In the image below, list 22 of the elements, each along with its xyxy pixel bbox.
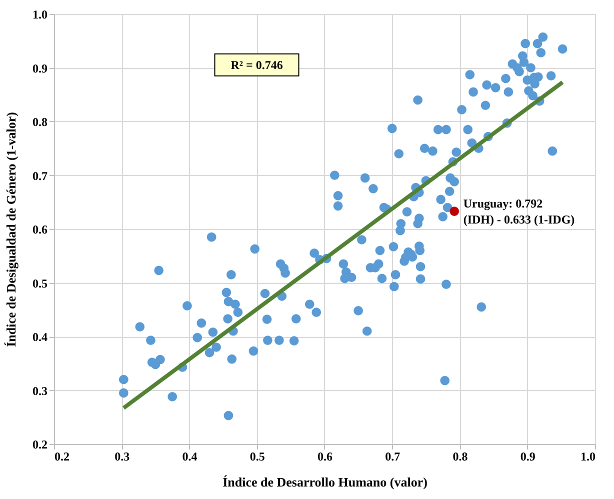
x-axis-title: Índice de Desarrollo Humano (valor) xyxy=(222,474,428,490)
y-tick-label: 0.4 xyxy=(32,330,48,344)
annotation: Uruguay: 0.792 (IDH) - 0.633 (1-IDG) xyxy=(463,196,575,226)
y-tick-label: 0.5 xyxy=(32,276,48,290)
y-tick-label: 0.8 xyxy=(32,115,48,129)
x-tick-label: 0.4 xyxy=(182,450,198,464)
y-tick-label: 0.6 xyxy=(32,222,48,236)
annotation: R² = 0.746 xyxy=(230,58,283,72)
x-tick-label: 0.7 xyxy=(385,450,400,464)
y-tick-label: 0.7 xyxy=(32,168,48,183)
x-tick-label: 0.3 xyxy=(114,450,130,464)
x-tick-label: 0.6 xyxy=(318,450,332,464)
x-tick-label: 0.8 xyxy=(452,450,468,464)
y-tick-label: 0.3 xyxy=(32,384,48,398)
x-tick-label: 0.2 xyxy=(54,450,70,464)
x-tick-label: 1.0 xyxy=(580,450,596,464)
y-tick-label: 0.2 xyxy=(32,438,48,452)
y-tick-label: 0.9 xyxy=(32,61,48,76)
y-tick-label: 1.0 xyxy=(32,8,48,22)
y-axis-title: Índice de Desigualdad de Género (1-valor) xyxy=(4,112,18,347)
x-tick-label: 0.5 xyxy=(250,450,265,464)
x-tick-label: 0.9 xyxy=(520,450,536,464)
